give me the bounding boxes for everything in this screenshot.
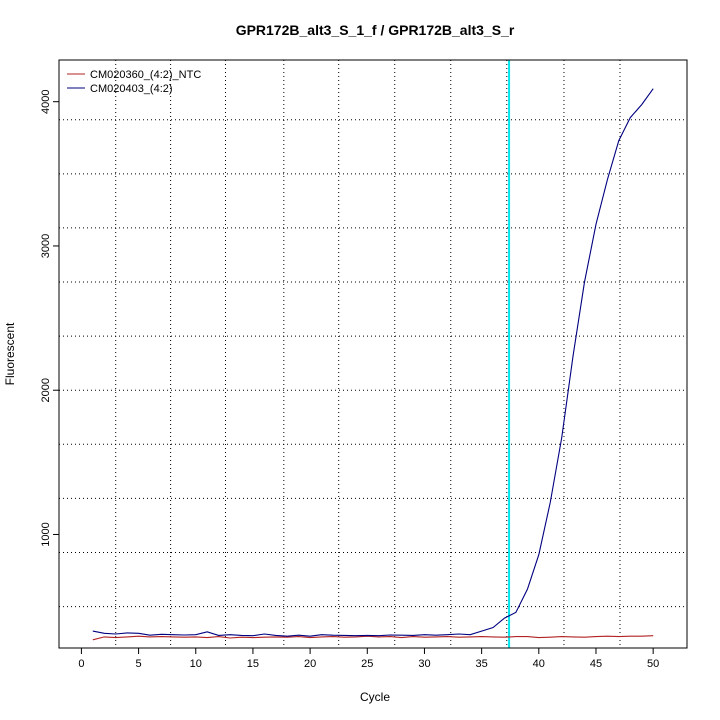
x-tick-label: 10 [190, 658, 202, 670]
x-axis-label: Cycle [360, 690, 390, 704]
y-tick-label: 4000 [40, 89, 52, 113]
y-axis: 1000 2000 3000 4000 [40, 89, 59, 547]
x-tick-label: 50 [647, 658, 659, 670]
y-tick-label: 3000 [40, 234, 52, 258]
legend-label-1: CM020360_(4:2)_NTC [90, 69, 201, 81]
x-tick-label: 40 [533, 658, 545, 670]
x-tick-label: 35 [476, 658, 488, 670]
x-tick-label: 25 [361, 658, 373, 670]
x-tick-label: 5 [136, 658, 142, 670]
series-line-2 [92, 88, 654, 637]
grid-layer [59, 60, 687, 648]
x-tick-label: 15 [247, 658, 259, 670]
y-tick-label: 1000 [40, 522, 52, 546]
y-axis-label: Fluorescent [3, 322, 17, 385]
x-axis: 0 5 10 15 20 25 30 35 40 45 50 [78, 648, 659, 670]
x-tick-label: 45 [590, 658, 602, 670]
series-line-1 [92, 635, 654, 641]
plot-frame [58, 59, 688, 649]
x-tick-label: 20 [304, 658, 316, 670]
chart-title: GPR172B_alt3_S_1_f / GPR172B_alt3_S_r [236, 22, 515, 38]
series-layer [92, 88, 654, 641]
legend-label-2: CM020403_(4:2) [90, 83, 173, 95]
y-tick-label: 2000 [40, 378, 52, 402]
x-tick-label: 30 [418, 658, 430, 670]
legend: CM020360_(4:2)_NTC CM020403_(4:2) [67, 69, 201, 95]
x-tick-label: 0 [78, 658, 84, 670]
